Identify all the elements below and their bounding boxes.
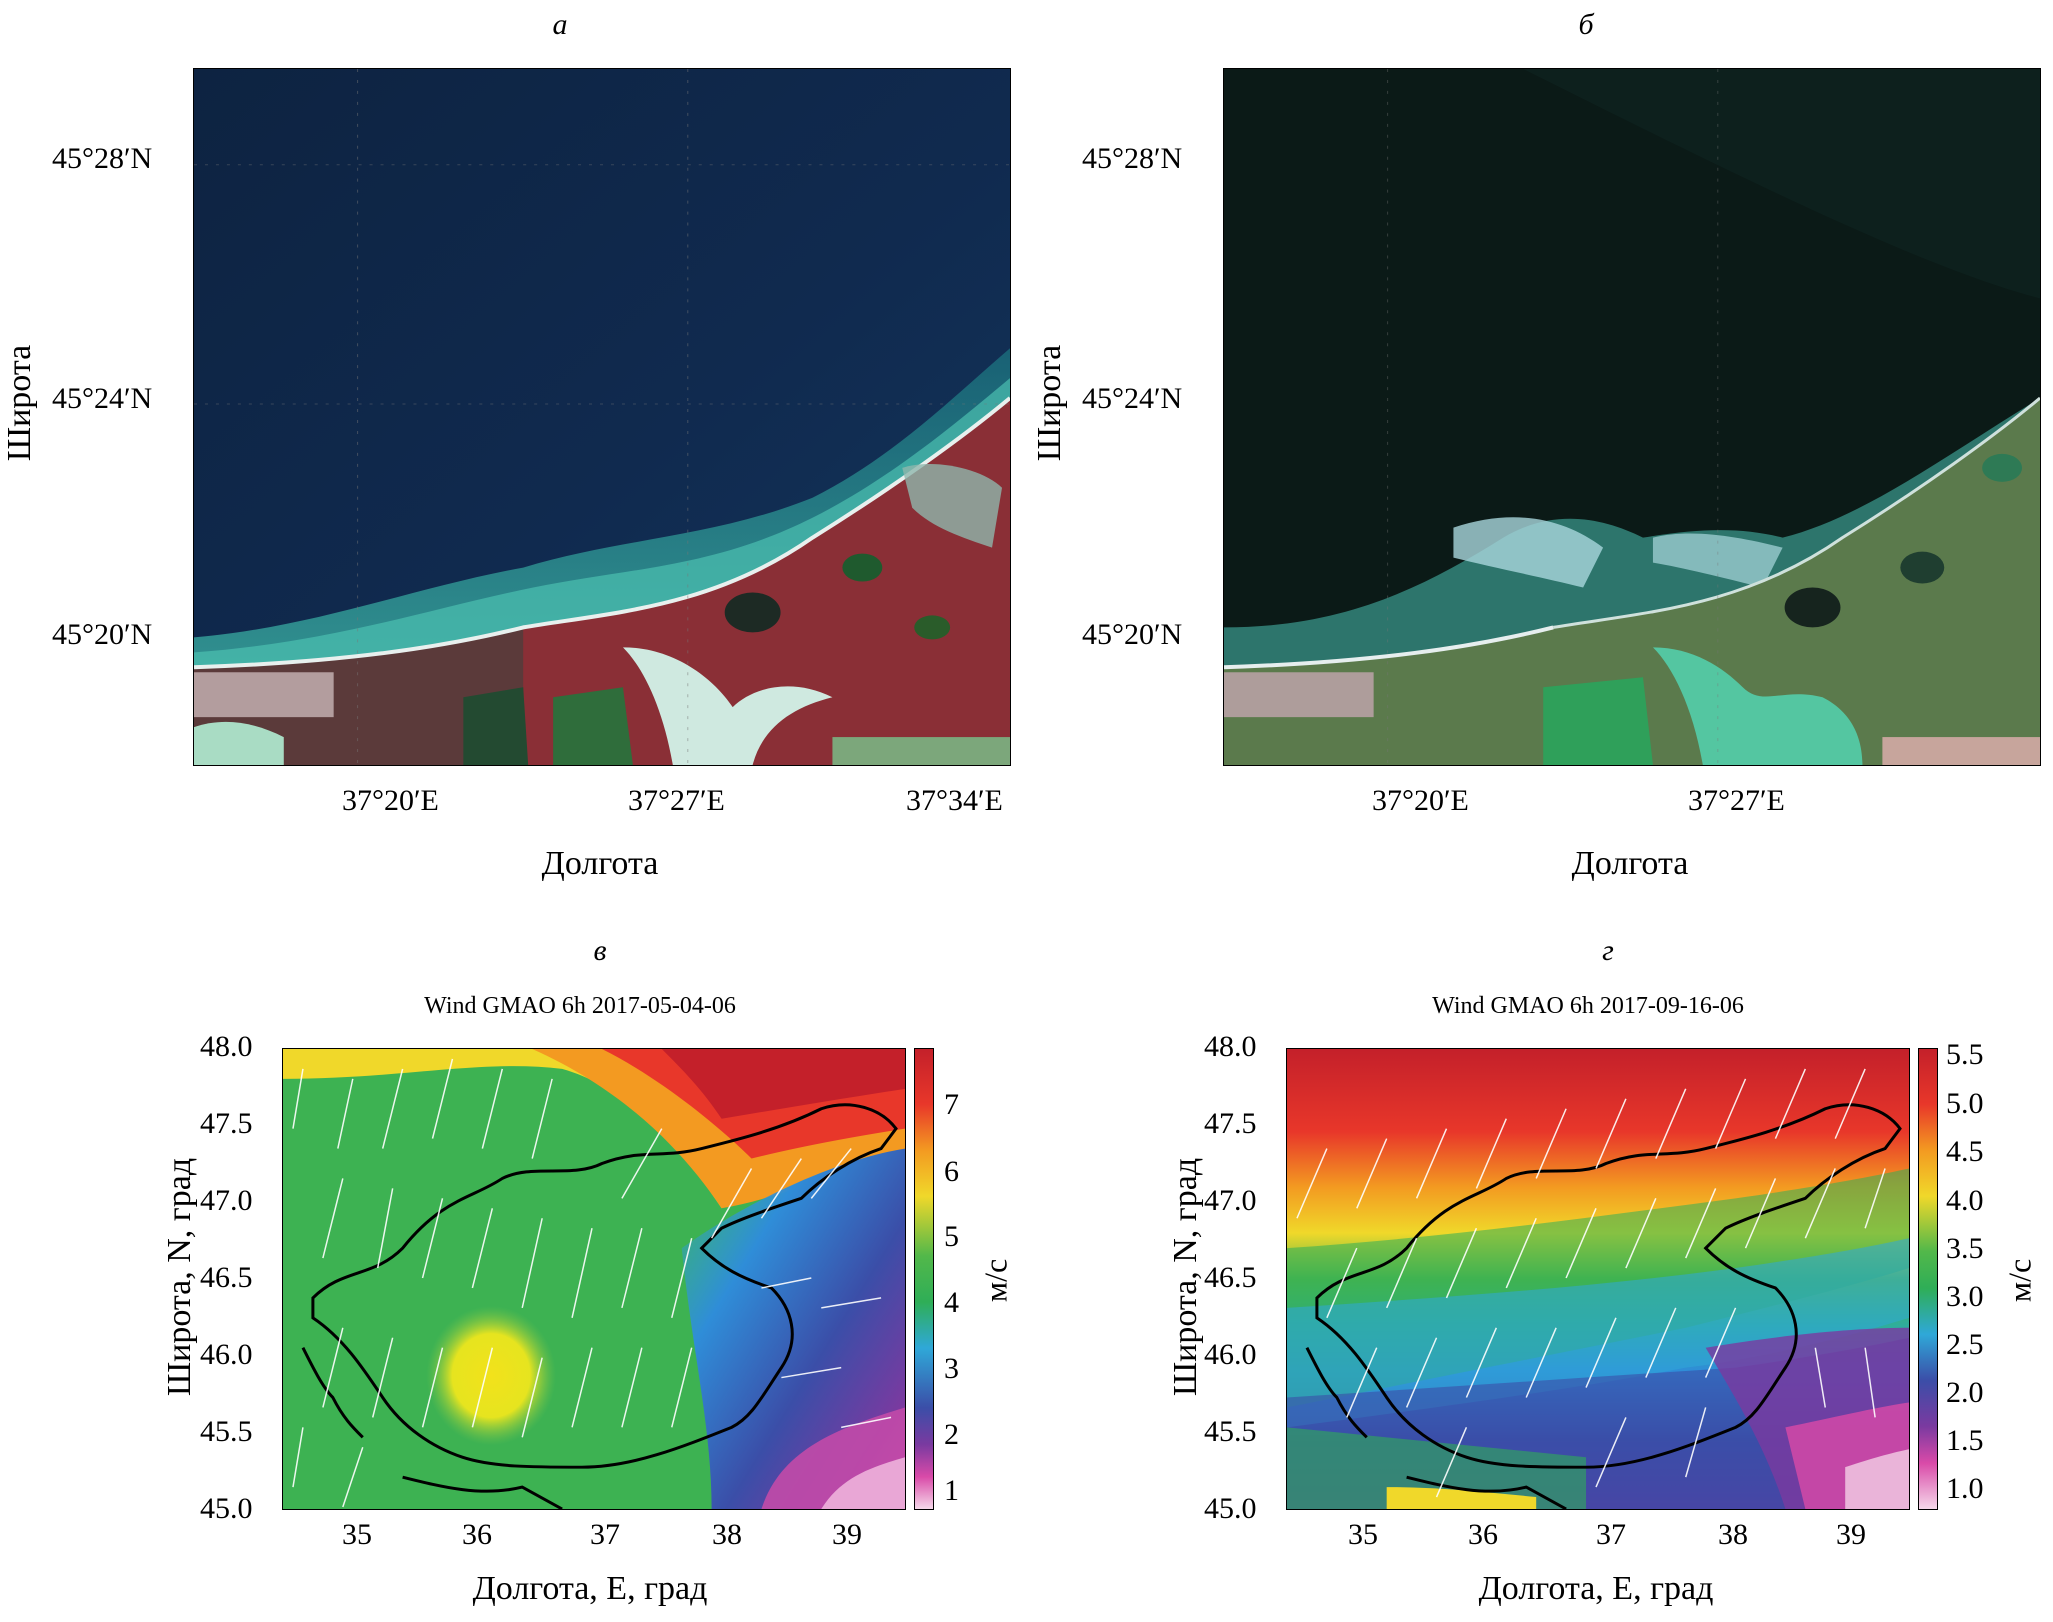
colorbar-tick-c-4: 4 — [944, 1286, 959, 1319]
colorbar-tick-d-4.5: 4.5 — [1946, 1135, 1984, 1168]
colorbar-tick-d-1.0: 1.0 — [1946, 1472, 1984, 1505]
y-tick-d-46: 46.0 — [1204, 1338, 1257, 1371]
wind-title-d: Wind GMAO 6h 2017-09-16-06 — [1432, 993, 1744, 1019]
panel-letter-b: б — [1578, 8, 1594, 41]
y-tick-c-45.5: 45.5 — [200, 1415, 253, 1448]
colorbar-tick-c-5: 5 — [944, 1220, 959, 1253]
colorbar-tick-c-3: 3 — [944, 1352, 959, 1385]
satellite-image-b — [1223, 68, 2041, 766]
colorbar-tick-d-5.5: 5.5 — [1946, 1038, 1984, 1071]
wind-map-c — [282, 1048, 906, 1510]
x-tick-a-2: 37°27′E — [628, 784, 725, 817]
y-tick-b-3: 45°20′N — [1082, 618, 1183, 651]
y-tick-c-45: 45.0 — [200, 1492, 253, 1525]
x-tick-c-38: 38 — [712, 1518, 742, 1551]
x-tick-a-1: 37°20′E — [342, 784, 439, 817]
y-axis-label-c: Широта, N, град — [161, 1157, 198, 1397]
y-tick-a-3: 45°20′N — [52, 618, 153, 651]
wind-title-c: Wind GMAO 6h 2017-05-04-06 — [424, 993, 736, 1019]
colorbar-tick-d-3.0: 3.0 — [1946, 1280, 1984, 1313]
y-tick-c-46: 46.0 — [200, 1338, 253, 1371]
y-tick-a-1: 45°28′N — [52, 142, 153, 175]
colorbar-tick-c-1: 1 — [944, 1474, 959, 1507]
x-tick-c-35: 35 — [342, 1518, 372, 1551]
x-tick-d-35: 35 — [1348, 1518, 1378, 1551]
x-axis-label-c: Долгота, E, град — [472, 1570, 708, 1607]
x-tick-c-39: 39 — [832, 1518, 862, 1551]
x-tick-a-3: 37°34′E — [906, 784, 1003, 817]
colorbar-tick-d-2.5: 2.5 — [1946, 1328, 1984, 1361]
x-axis-label-a: Долгота — [541, 845, 659, 882]
y-tick-d-47: 47.0 — [1204, 1184, 1257, 1217]
y-tick-d-45: 45.0 — [1204, 1492, 1257, 1525]
y-axis-label-a: Широта — [1, 344, 38, 462]
colorbar-d — [1918, 1048, 1938, 1510]
colorbar-tick-c-6: 6 — [944, 1155, 959, 1188]
x-tick-d-39: 39 — [1836, 1518, 1866, 1551]
y-axis-label-b: Широта — [1031, 344, 1068, 462]
y-tick-a-2: 45°24′N — [52, 382, 153, 415]
x-axis-label-d: Долгота, E, град — [1478, 1570, 1714, 1607]
wind-map-d — [1286, 1048, 1910, 1510]
y-tick-c-48: 48.0 — [200, 1030, 253, 1063]
panel-letter-c: в — [593, 934, 607, 967]
x-tick-d-36: 36 — [1468, 1518, 1498, 1551]
x-tick-d-38: 38 — [1718, 1518, 1748, 1551]
colorbar-tick-c-7: 7 — [944, 1088, 959, 1121]
colorbar-tick-d-3.5: 3.5 — [1946, 1232, 1984, 1265]
x-tick-b-2: 37°27′E — [1688, 784, 1785, 817]
y-tick-c-46.5: 46.5 — [200, 1261, 253, 1294]
y-tick-c-47.5: 47.5 — [200, 1107, 253, 1140]
y-tick-d-47.5: 47.5 — [1204, 1107, 1257, 1140]
x-tick-c-36: 36 — [462, 1518, 492, 1551]
y-tick-c-47: 47.0 — [200, 1184, 253, 1217]
colorbar-c — [914, 1048, 934, 1510]
y-tick-d-45.5: 45.5 — [1204, 1415, 1257, 1448]
panel-letter-d: г — [1602, 934, 1614, 967]
colorbar-tick-d-5.0: 5.0 — [1946, 1087, 1984, 1120]
x-tick-d-37: 37 — [1596, 1518, 1626, 1551]
y-tick-d-46.5: 46.5 — [1204, 1261, 1257, 1294]
colorbar-tick-d-4.0: 4.0 — [1946, 1184, 1984, 1217]
panel-letter-a: а — [552, 8, 568, 41]
colorbar-unit-c: м/с — [977, 1258, 1014, 1303]
colorbar-tick-c-2: 2 — [944, 1418, 959, 1451]
y-tick-d-48: 48.0 — [1204, 1030, 1257, 1063]
x-tick-c-37: 37 — [590, 1518, 620, 1551]
colorbar-tick-d-1.5: 1.5 — [1946, 1424, 1984, 1457]
colorbar-tick-d-2.0: 2.0 — [1946, 1376, 1984, 1409]
x-tick-b-1: 37°20′E — [1372, 784, 1469, 817]
satellite-image-a — [193, 68, 1011, 766]
y-tick-b-2: 45°24′N — [1082, 382, 1183, 415]
y-axis-label-d: Широта, N, град — [1167, 1157, 1204, 1397]
colorbar-unit-d: м/с — [2001, 1258, 2038, 1303]
y-tick-b-1: 45°28′N — [1082, 142, 1183, 175]
x-axis-label-b: Долгота — [1571, 845, 1689, 882]
